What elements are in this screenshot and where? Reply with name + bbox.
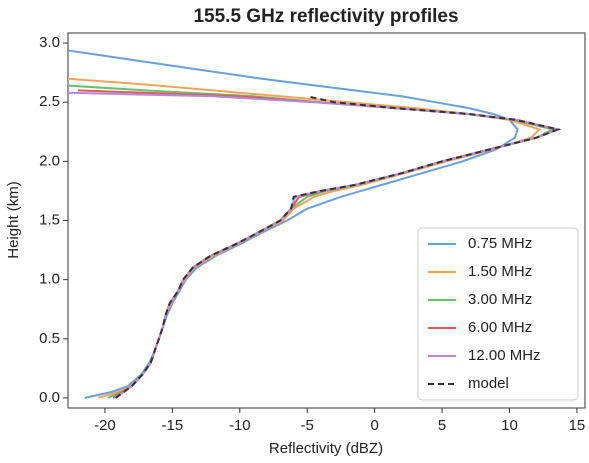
x-tick-label: -10 bbox=[229, 417, 251, 434]
legend-label: 1.50 MHz bbox=[468, 263, 532, 280]
x-tick-label: 10 bbox=[501, 417, 518, 434]
legend-label: model bbox=[468, 375, 509, 392]
line-series bbox=[115, 95, 562, 399]
y-tick-label: 2.5 bbox=[39, 93, 60, 110]
x-tick-label: 0 bbox=[370, 417, 378, 434]
legend-label: 3.00 MHz bbox=[468, 291, 532, 308]
x-axis-label: Reflectivity (dBZ) bbox=[269, 440, 383, 457]
y-tick-label: 0.5 bbox=[39, 330, 60, 347]
legend-box bbox=[417, 227, 579, 401]
plot-area bbox=[68, 49, 562, 399]
legend-label: 0.75 MHz bbox=[468, 235, 532, 252]
y-tick-label: 0.0 bbox=[39, 389, 60, 406]
y-axis-label: Height (km) bbox=[5, 181, 22, 259]
y-tick-label: 3.0 bbox=[39, 34, 60, 51]
legend-label: 12.00 MHz bbox=[468, 347, 541, 364]
chart-title: 155.5 GHz reflectivity profiles bbox=[193, 6, 458, 27]
x-tick-label: 5 bbox=[438, 417, 446, 434]
x-tick-label: -5 bbox=[301, 417, 314, 434]
x-tick-label: -20 bbox=[94, 417, 116, 434]
y-tick-label: 1.5 bbox=[39, 211, 60, 228]
x-tick-label: -15 bbox=[162, 417, 184, 434]
y-tick-label: 1.0 bbox=[39, 271, 60, 288]
x-tick-label: 15 bbox=[569, 417, 586, 434]
y-tick-label: 2.0 bbox=[39, 152, 60, 169]
legend-label: 6.00 MHz bbox=[468, 319, 532, 336]
